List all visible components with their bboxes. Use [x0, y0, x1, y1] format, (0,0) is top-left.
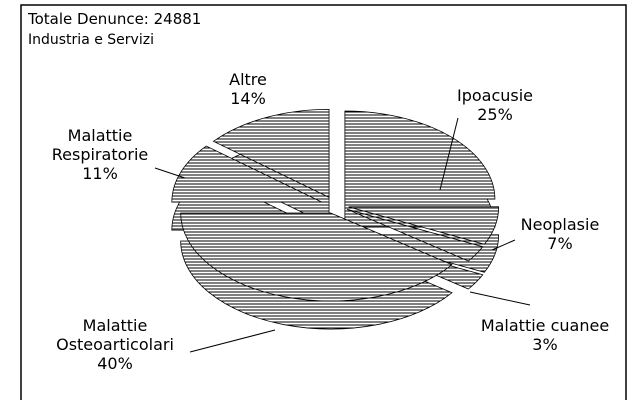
slice-value-label: 3%: [532, 335, 558, 354]
chart-subtitle: Industria e Servizi: [28, 32, 154, 48]
slice-value-label: 14%: [230, 89, 266, 108]
slice-value-label: 7%: [547, 234, 573, 253]
slice: [348, 206, 500, 245]
slice: [171, 145, 323, 203]
slice: [212, 108, 330, 199]
frame: [20, 4, 627, 400]
slice: [346, 208, 484, 262]
leader-line: [154, 167, 186, 179]
slice-value-label: 25%: [477, 105, 513, 124]
leader-line: [439, 117, 459, 191]
slice: [344, 110, 496, 200]
slice-value-label: 40%: [97, 354, 133, 373]
slice-label: Neoplasie: [520, 215, 600, 234]
slice-label: Altre: [229, 70, 267, 89]
slice-label: Malattie Osteoarticolari: [56, 316, 174, 354]
slice-label: Malattie cuanee: [480, 316, 610, 335]
leader-line: [491, 239, 516, 251]
slice-label: Ipoacusie: [456, 86, 534, 105]
chart-title: Totale Denunce: 24881: [28, 10, 202, 28]
slice-value-label: 11%: [82, 164, 118, 183]
slice-label: Malattie Respiratorie: [51, 126, 149, 164]
slice: [180, 212, 453, 302]
leader-line: [469, 291, 531, 306]
leader-line: [189, 329, 276, 353]
